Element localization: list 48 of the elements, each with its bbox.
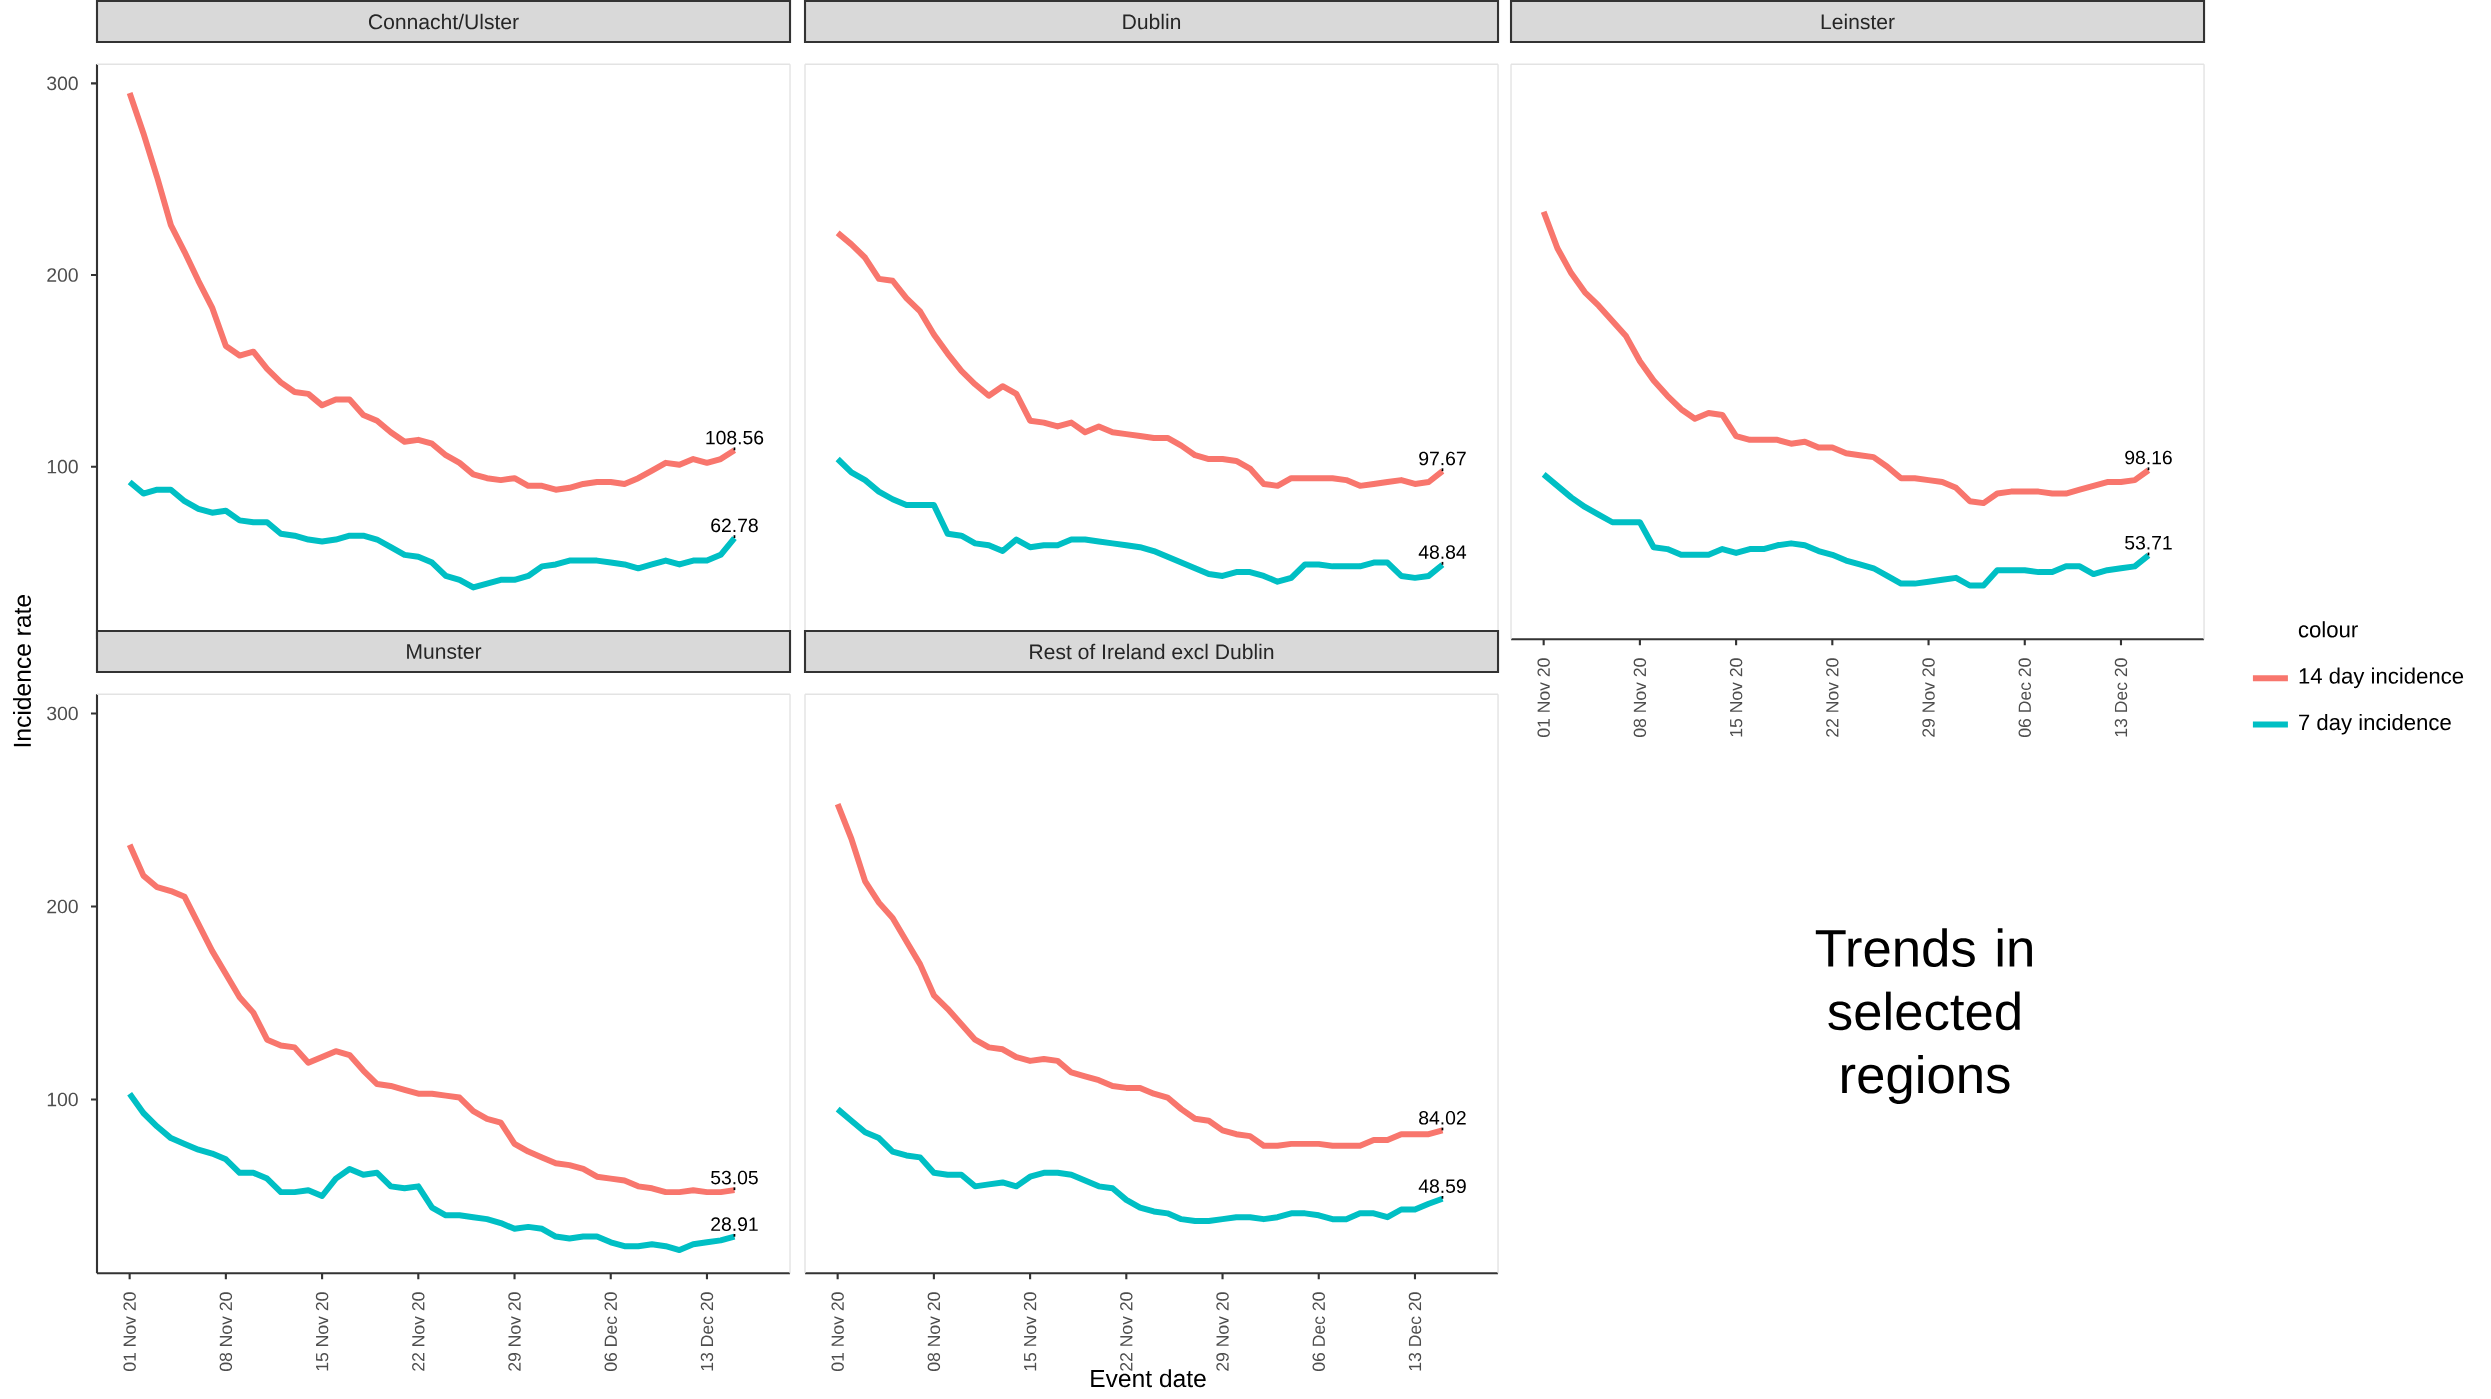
chart-title: Munster bbox=[407, 644, 482, 659]
x-tick-label: 22 Nov 20 bbox=[1120, 1292, 1133, 1371]
x-tick-label: 29 Nov 20 bbox=[508, 1292, 521, 1371]
x-tick-label: 29 Nov 20 bbox=[1922, 658, 1935, 737]
annotation: 48.59 bbox=[1418, 1179, 1466, 1194]
y-tick-label: 300 bbox=[47, 76, 78, 91]
legend-title: colour bbox=[2298, 621, 2358, 638]
x-tick-label: 29 Nov 20 bbox=[1216, 1292, 1229, 1371]
x-tick-label: 15 Nov 20 bbox=[315, 1292, 329, 1371]
annotation: 84.02 bbox=[1419, 1110, 1466, 1125]
y-tick-label: 300 bbox=[47, 706, 78, 721]
y-tick-label: 200 bbox=[47, 268, 78, 282]
legend-label: 7 day incidence bbox=[2299, 713, 2451, 735]
annotation: 97.67 bbox=[1419, 451, 1466, 466]
x-tick-label: 13 Dec 20 bbox=[700, 1292, 714, 1371]
x-tick-label: 08 Nov 20 bbox=[927, 1292, 941, 1372]
x-axis-title: Event date bbox=[1091, 1369, 1206, 1388]
chart-title: Connacht/Ulster bbox=[368, 13, 519, 30]
legend-label: 14 day incidence bbox=[2299, 667, 2464, 689]
x-tick-label: 06 Dec 20 bbox=[604, 1292, 617, 1372]
y-axis-title: Incidence rate bbox=[12, 595, 32, 747]
x-tick-label: 13 Dec 20 bbox=[2114, 658, 2128, 737]
x-tick-label: 08 Nov 20 bbox=[219, 1292, 233, 1372]
annotation: 98.16 bbox=[2125, 450, 2172, 465]
y-tick-label: 100 bbox=[47, 459, 78, 474]
x-tick-label: 01 Nov 20 bbox=[123, 1292, 136, 1372]
annotation: 48.84 bbox=[1418, 545, 1467, 559]
x-tick-label: 01 Nov 20 bbox=[1537, 658, 1550, 738]
x-tick-label: 06 Dec 20 bbox=[1312, 1292, 1325, 1372]
chart-title: Rest of Ireland excl Dublin bbox=[1030, 643, 1274, 660]
annotation: 53.71 bbox=[2125, 535, 2172, 550]
annotation: 28.91 bbox=[711, 1217, 758, 1232]
x-tick-label: 13 Dec 20 bbox=[1408, 1292, 1422, 1371]
chart-title: Dublin bbox=[1123, 13, 1181, 30]
annotation: 53.05 bbox=[711, 1170, 758, 1185]
chart-title: Leinster bbox=[1821, 13, 1895, 30]
x-tick-label: 15 Nov 20 bbox=[1729, 658, 1743, 737]
x-tick-label: 22 Nov 20 bbox=[412, 1292, 425, 1371]
x-tick-label: 22 Nov 20 bbox=[1826, 658, 1839, 737]
x-tick-label: 08 Nov 20 bbox=[1633, 658, 1647, 738]
y-tick-label: 200 bbox=[47, 899, 78, 914]
annotation: 108.56 bbox=[706, 430, 764, 445]
x-tick-label: 06 Dec 20 bbox=[2018, 658, 2031, 738]
y-tick-label: 100 bbox=[47, 1092, 78, 1107]
x-tick-label: 01 Nov 20 bbox=[831, 1292, 844, 1372]
text: Trends in selected regions bbox=[1815, 928, 2032, 1105]
annotation: 62.78 bbox=[711, 518, 758, 533]
x-tick-label: 15 Nov 20 bbox=[1023, 1292, 1037, 1371]
